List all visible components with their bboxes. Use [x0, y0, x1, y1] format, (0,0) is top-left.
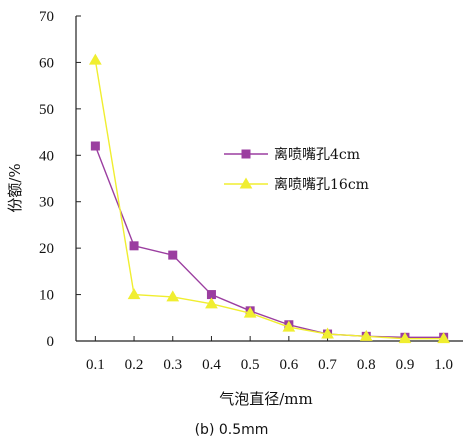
data-point	[205, 297, 218, 309]
data-point	[90, 141, 100, 151]
y-tick-label: 40	[39, 148, 54, 164]
data-point	[437, 332, 451, 344]
y-tick-label: 60	[39, 55, 54, 71]
x-tick-label: 1.0	[434, 357, 453, 373]
x-tick-label: 0.8	[357, 357, 376, 373]
x-axis-ticks: 0.1 0.2 0.3 0.4 0.5 0.6 0.7 0.8 0.9 1.0	[86, 336, 453, 373]
series-layer	[88, 53, 451, 344]
data-point	[239, 177, 253, 189]
legend-item: 离喷嘴孔4cm	[224, 146, 360, 163]
legend: 离喷嘴孔4cm 离喷嘴孔16cm	[224, 146, 369, 193]
data-point	[127, 288, 141, 300]
legend-label: 离喷嘴孔16cm	[274, 176, 369, 193]
y-axis-label: 份额/%	[6, 163, 24, 212]
x-axis-label: 气泡直径/mm	[219, 390, 313, 408]
x-tick-label: 0.4	[202, 357, 221, 373]
x-tick-label: 0.9	[396, 357, 415, 373]
legend-label: 离喷嘴孔4cm	[274, 146, 360, 163]
y-tick-label: 10	[39, 288, 54, 304]
x-tick-label: 0.1	[86, 357, 105, 373]
data-point	[359, 329, 373, 341]
legend-item: 离喷嘴孔16cm	[224, 176, 369, 193]
data-point	[398, 332, 412, 344]
figure-caption: (b) 0.5mm	[194, 422, 269, 438]
data-point	[241, 149, 251, 159]
x-tick-label: 0.7	[318, 357, 337, 373]
data-point	[166, 290, 180, 302]
series-1	[90, 141, 449, 342]
y-tick-label: 50	[39, 102, 54, 118]
data-point	[282, 320, 296, 332]
data-point	[129, 241, 139, 251]
y-tick-label: 70	[39, 9, 54, 25]
series-line	[94, 59, 444, 340]
y-tick-label: 30	[39, 195, 54, 211]
series-line	[94, 145, 444, 338]
x-tick-label: 0.6	[279, 357, 298, 373]
data-point	[321, 327, 334, 339]
data-point	[243, 306, 257, 318]
data-point	[168, 250, 178, 260]
x-tick-label: 0.3	[163, 357, 182, 373]
series-2	[88, 53, 451, 344]
x-tick-label: 0.5	[241, 357, 260, 373]
data-point	[88, 53, 102, 65]
line-chart: 0 10 20 30 40 50 60 70 0.1 0.2 0.3 0.4 0.5 0.6 0.7 0.8…	[6, 9, 463, 408]
x-tick-label: 0.2	[125, 357, 144, 373]
axes	[75, 16, 463, 342]
y-axis-ticks: 0 10 20 30 40 50 60 70	[39, 9, 81, 350]
y-tick-label: 20	[39, 241, 54, 257]
y-tick-label: 0	[47, 334, 55, 350]
